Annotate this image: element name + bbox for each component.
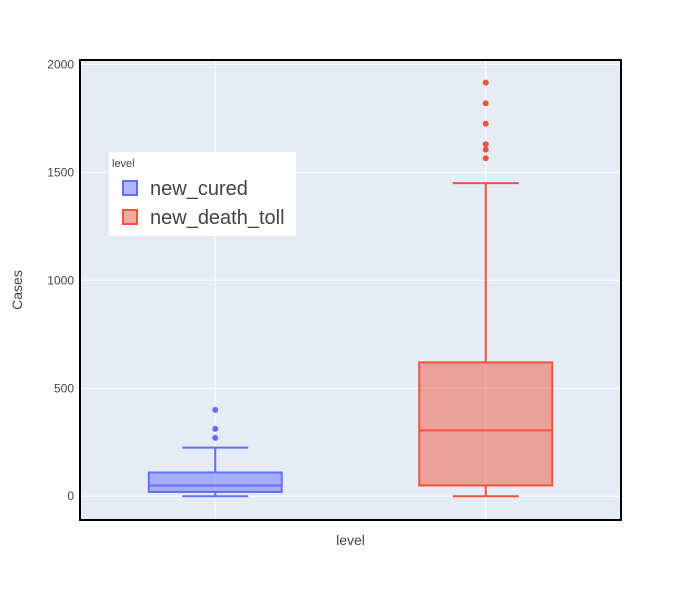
legend-swatch-new-cured	[122, 180, 138, 196]
outlier-point-new-death-toll	[482, 100, 489, 107]
legend-label-new-cured: new_cured	[150, 178, 248, 200]
x-axis-title: level	[336, 532, 365, 548]
box-body-new-death-toll	[418, 361, 554, 487]
legend-item-new-cured[interactable]: new_cured	[122, 178, 248, 200]
outlier-point-new-cured	[212, 425, 219, 432]
legend[interactable]: level new_cured new_death_toll	[109, 152, 296, 236]
outlier-point-new-death-toll	[482, 141, 489, 148]
y-axis-title: Cases	[9, 270, 25, 310]
box-marks	[147, 79, 554, 498]
plot-border	[79, 59, 622, 521]
outlier-point-new-death-toll	[482, 146, 489, 153]
outlier-point-new-cured	[212, 406, 219, 413]
legend-swatch-new-death-toll	[122, 209, 138, 225]
legend-item-new-death-toll[interactable]: new_death_toll	[122, 207, 285, 229]
outlier-point-new-cured	[212, 434, 219, 441]
y-tick-label: 1500	[47, 165, 74, 179]
y-tick-label: 500	[54, 381, 74, 395]
y-tick-label: 1000	[47, 273, 74, 287]
legend-background	[109, 152, 296, 236]
box-body-new-cured	[147, 471, 283, 493]
y-tick-label: 0	[67, 489, 74, 503]
box-new-cured	[147, 406, 283, 498]
legend-label-new-death-toll: new_death_toll	[150, 207, 285, 229]
legend-title: level	[112, 158, 135, 170]
y-tick-labels: 0 500 1000 1500 2000	[47, 57, 74, 503]
outlier-point-new-death-toll	[482, 79, 489, 86]
box-new-death-toll	[418, 79, 554, 498]
y-tick-label: 2000	[47, 57, 74, 71]
outlier-point-new-death-toll	[482, 155, 489, 162]
outlier-point-new-death-toll	[482, 120, 489, 127]
